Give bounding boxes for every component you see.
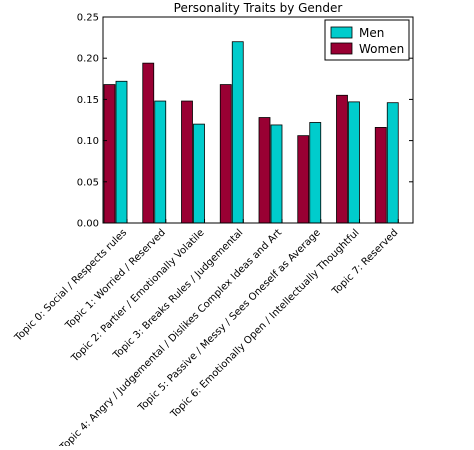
bar-women-4 (258, 117, 271, 224)
legend-swatch-women (330, 42, 353, 55)
legend: Men Women (324, 19, 410, 61)
bar-women-1 (142, 62, 155, 224)
bar-women-3 (219, 84, 232, 224)
bar-men-5 (309, 122, 322, 224)
bar-men-3 (231, 41, 244, 224)
x-tick-label-2: Topic 2: Partier / Emotionally Volatile (69, 227, 207, 365)
bar-men-1 (154, 100, 167, 224)
y-tick-label-2: 0.10 (77, 136, 99, 147)
x-tick-label-7: Topic 7: Reserved (330, 227, 401, 298)
legend-label-women: Women (359, 42, 404, 56)
bar-women-2 (181, 100, 193, 224)
y-tick-label-0: 0.00 (77, 219, 99, 230)
bar-women-7 (374, 127, 387, 224)
x-tick-label-6: Topic 6: Emotionally Open / Intellectual… (168, 227, 361, 420)
y-tick-label-5: 0.25 (77, 13, 99, 24)
y-tick-label-1: 0.05 (77, 177, 99, 188)
y-tick-label-4: 0.20 (77, 54, 99, 65)
chart-title: Personality Traits by Gender (174, 1, 343, 15)
bar-men-6 (348, 101, 360, 224)
x-tick-label-5: Topic 5: Passive / Messy / Sees Oneself … (136, 227, 323, 414)
bar-women-6 (336, 94, 348, 224)
legend-label-men: Men (359, 26, 384, 40)
plot-frame (102, 16, 414, 224)
bar-women-5 (297, 135, 310, 224)
bar-men-7 (386, 102, 399, 224)
bar-men-2 (193, 123, 205, 224)
bar-women-0 (103, 84, 116, 224)
bar-men-4 (270, 124, 283, 224)
y-tick-label-3: 0.15 (77, 95, 99, 106)
legend-swatch-men (330, 26, 353, 39)
bar-men-0 (115, 80, 128, 224)
